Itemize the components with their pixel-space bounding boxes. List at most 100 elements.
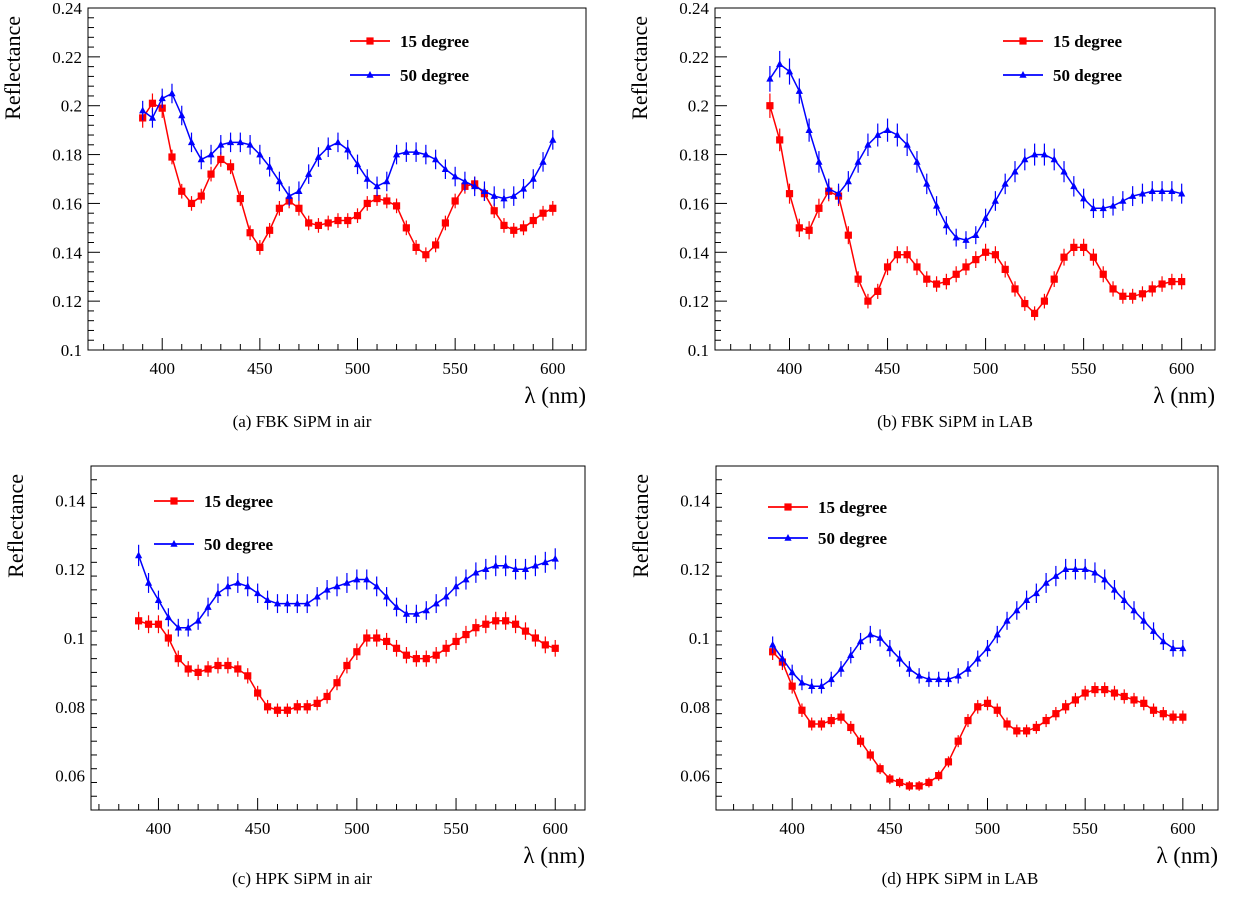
data-point [244,672,252,680]
data-point [1119,292,1127,300]
data-point [964,716,972,725]
data-point [1178,278,1186,286]
y-tick-label: 0.12 [55,560,85,579]
data-point [808,720,816,728]
data-point [266,226,274,234]
data-point [903,251,911,259]
data-point [874,131,882,138]
data-point [234,578,242,586]
data-point [1148,187,1156,195]
series-15-degree [769,643,1187,791]
data-point [492,617,500,625]
data-point [383,197,391,205]
panel-c: 0.06 0.08 0.1 0.12 0.14 400 450 500 550 600 λ (nm)… [3,465,586,888]
data-point [432,241,440,249]
data-point [1001,265,1009,273]
data-point [991,196,999,204]
y-tick-label: 0.12 [679,292,709,311]
data-point [502,617,510,625]
data-point [226,138,235,146]
data-point [1003,616,1011,624]
data-point [148,113,157,121]
data-point [461,177,469,185]
data-point [1130,696,1138,704]
data-point [144,578,153,586]
x-tick-label: 400 [779,819,805,838]
data-point [452,582,460,590]
data-point [207,170,215,178]
data-point [1089,253,1098,261]
data-point [1110,585,1119,593]
data-point [856,737,865,745]
data-point [1169,644,1177,652]
data-point [1158,187,1166,195]
data-point [174,655,182,663]
data-point [363,634,371,642]
data-point [1099,204,1107,212]
data-point [432,155,440,163]
data-point [295,204,303,212]
data-point [785,190,794,198]
data-point [482,620,490,628]
legend: 15 degree 50 degree [154,492,274,554]
data-point [944,758,953,766]
data-point [441,165,449,173]
series-line [769,105,1182,315]
data-point [207,150,215,158]
data-point [353,575,361,583]
y-tick-label: 0.12 [680,560,710,579]
data-point [256,243,264,251]
data-point [1148,285,1156,293]
y-tick-label: 0.1 [689,629,710,648]
y-axis-label: Reflectance [628,474,653,578]
data-point [856,637,865,645]
data-point [825,184,833,192]
x-tick-label: 550 [1072,819,1098,838]
data-point [932,280,941,288]
data-point [441,219,449,227]
data-point [174,623,182,631]
data-point [519,184,528,192]
data-point [482,565,490,572]
data-point [402,148,410,155]
data-point [964,664,972,672]
data-point [942,221,950,229]
legend-marker [1019,71,1027,78]
data-point [314,153,323,160]
data-point [451,197,459,205]
data-point [962,263,970,271]
data-point [1179,713,1187,721]
data-point [236,138,244,146]
data-point [333,582,341,590]
data-point [1081,689,1089,697]
data-point [204,665,212,673]
data-point [1060,167,1068,175]
data-point [788,668,796,676]
data-point [1138,290,1147,298]
data-point [864,297,872,305]
data-point [1060,253,1068,261]
data-point [531,634,540,642]
series-50-degree [139,83,557,209]
data-point [972,256,980,264]
data-point [844,177,852,185]
x-axis-label: λ (nm) [1153,383,1215,408]
data-point [876,634,884,641]
plot-frame [715,465,1219,811]
data-point [256,150,264,158]
data-point [776,60,784,67]
legend-marker [784,503,792,511]
data-point [1062,703,1070,711]
data-point [854,275,862,283]
data-point [422,606,430,614]
data-point [1040,150,1049,158]
data-point [827,675,835,683]
data-point [847,723,855,732]
y-tick-label: 0.2 [61,97,82,116]
data-point [817,720,826,728]
data-point [402,224,410,232]
data-point [373,182,381,190]
y-axis-label: Reflectance [627,16,652,120]
data-point [983,644,992,652]
y-tick-label: 0.1 [61,341,82,360]
